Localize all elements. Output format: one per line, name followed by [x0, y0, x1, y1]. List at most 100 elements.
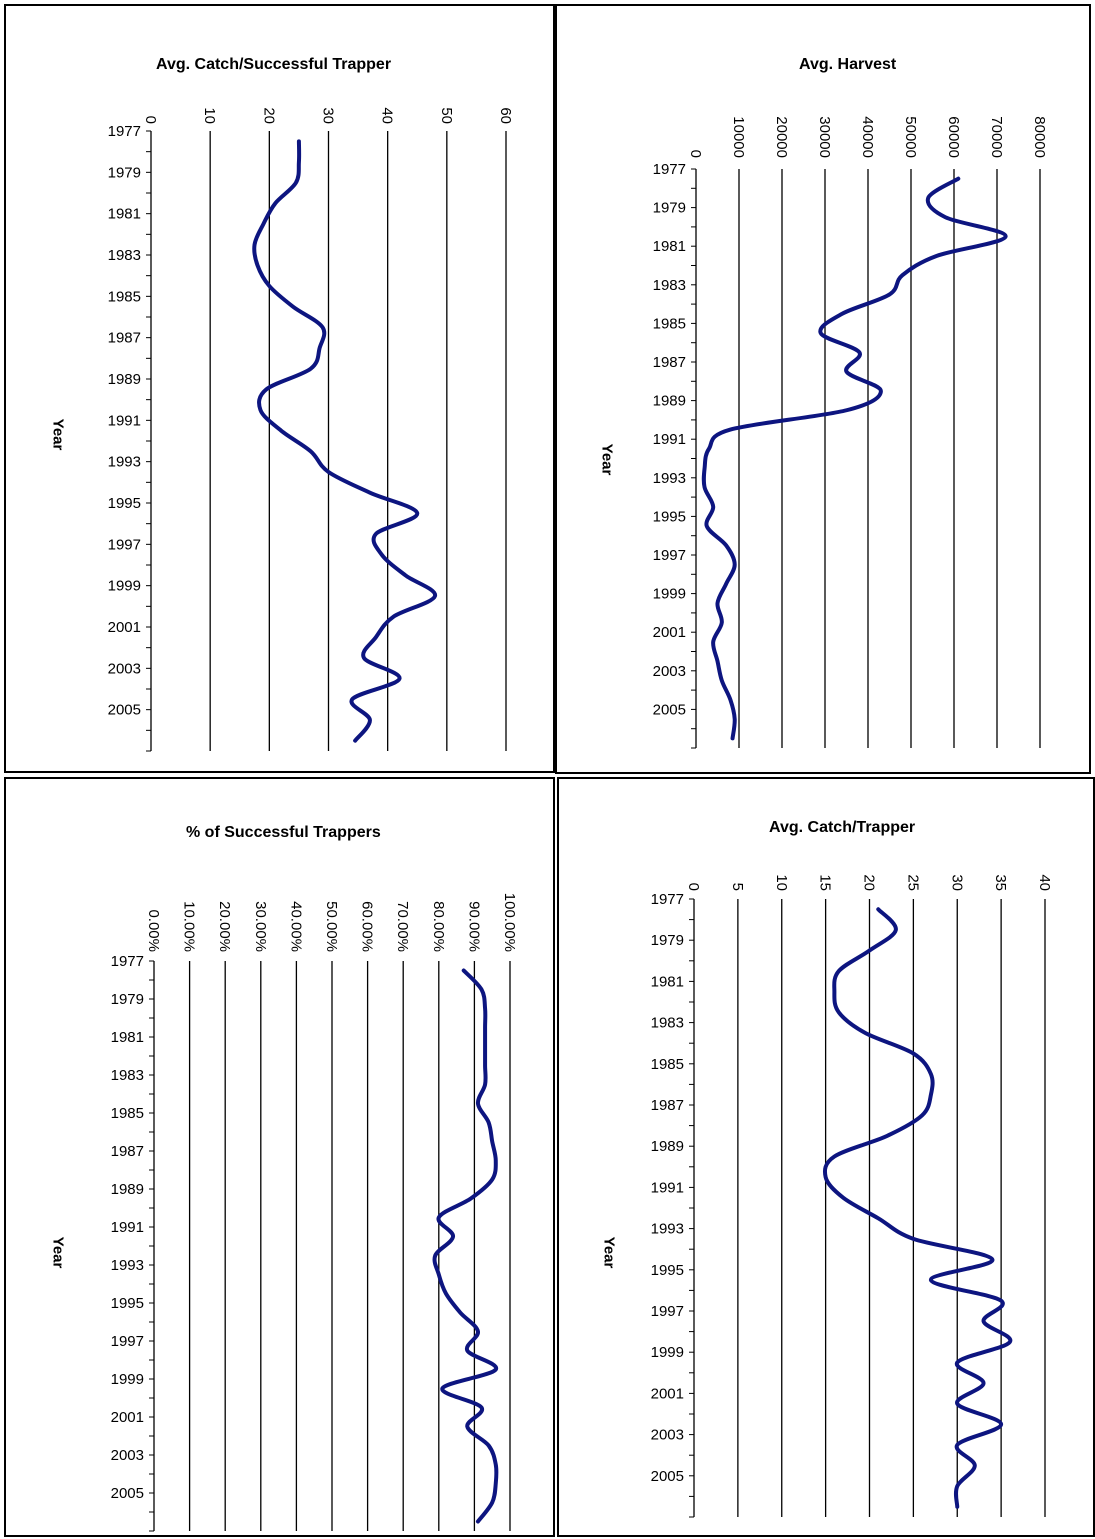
series-line	[254, 141, 435, 740]
category-tick-label: 1981	[653, 238, 686, 255]
value-tick-label: 0	[687, 150, 704, 158]
value-tick-label: 40	[1036, 874, 1053, 891]
value-tick-label: 60	[497, 107, 514, 124]
category-tick-label: 1995	[111, 1295, 144, 1312]
value-tick-label: 70000	[988, 116, 1005, 158]
value-tick-label: 35	[992, 874, 1009, 891]
chart-panel-percent-successful: % of Successful Trappers Year 0.00%10.00…	[4, 777, 555, 1537]
category-tick-label: 1987	[651, 1097, 684, 1114]
value-tick-label: 0.00%	[145, 909, 162, 952]
category-tick-label: 1985	[653, 315, 686, 332]
category-tick-label: 1977	[651, 891, 684, 908]
category-tick-label: 1991	[653, 431, 686, 448]
category-tick-label: 1989	[108, 371, 141, 388]
value-tick-label: 20	[861, 874, 878, 891]
category-tick-label: 1997	[653, 547, 686, 564]
category-tick-label: 1979	[651, 932, 684, 949]
category-tick-label: 2005	[108, 702, 141, 719]
value-tick-label: 10	[773, 874, 790, 891]
chart-plot: 0.00%10.00%20.00%30.00%40.00%50.00%60.00…	[6, 779, 557, 1539]
value-tick-label: 20	[260, 107, 277, 124]
category-tick-label: 1995	[108, 495, 141, 512]
value-tick-label: 25	[904, 874, 921, 891]
category-tick-label: 1983	[111, 1067, 144, 1084]
value-tick-label: 20.00%	[216, 901, 233, 952]
value-tick-label: 20000	[773, 116, 790, 158]
category-tick-label: 1999	[111, 1371, 144, 1388]
value-tick-label: 100.00%	[501, 893, 518, 952]
category-tick-label: 1979	[111, 991, 144, 1008]
value-tick-label: 60.00%	[359, 901, 376, 952]
category-tick-label: 1983	[651, 1015, 684, 1032]
value-tick-label: 30000	[816, 116, 833, 158]
value-tick-label: 5	[729, 883, 746, 891]
value-tick-label: 40.00%	[287, 901, 304, 952]
value-tick-label: 90.00%	[465, 901, 482, 952]
category-tick-label: 2005	[653, 701, 686, 718]
category-tick-label: 1987	[108, 330, 141, 347]
value-tick-label: 40	[379, 107, 396, 124]
category-tick-label: 1999	[653, 586, 686, 603]
category-tick-label: 1979	[653, 200, 686, 217]
category-tick-label: 1977	[111, 953, 144, 970]
category-tick-label: 1985	[651, 1056, 684, 1073]
category-tick-label: 1977	[108, 123, 141, 140]
category-tick-label: 1989	[653, 393, 686, 410]
category-tick-label: 1989	[651, 1138, 684, 1155]
value-tick-label: 10000	[730, 116, 747, 158]
category-tick-label: 1985	[111, 1105, 144, 1122]
category-tick-label: 1997	[651, 1303, 684, 1320]
category-tick-label: 2001	[111, 1409, 144, 1426]
value-tick-label: 40000	[859, 116, 876, 158]
value-tick-label: 80.00%	[430, 901, 447, 952]
category-tick-label: 2005	[651, 1468, 684, 1485]
value-tick-label: 70.00%	[394, 901, 411, 952]
category-tick-label: 1991	[108, 412, 141, 429]
category-tick-label: 1991	[651, 1179, 684, 1196]
category-tick-label: 1993	[111, 1257, 144, 1274]
category-tick-label: 2005	[111, 1485, 144, 1502]
category-tick-label: 2003	[108, 660, 141, 677]
category-tick-label: 1993	[653, 470, 686, 487]
category-tick-label: 2003	[111, 1447, 144, 1464]
category-tick-label: 2001	[653, 624, 686, 641]
value-tick-label: 10	[201, 107, 218, 124]
category-tick-label: 1997	[111, 1333, 144, 1350]
category-tick-label: 1995	[651, 1262, 684, 1279]
category-tick-label: 1989	[111, 1181, 144, 1198]
category-tick-label: 2003	[653, 663, 686, 680]
value-tick-label: 50000	[902, 116, 919, 158]
category-tick-label: 1999	[651, 1344, 684, 1361]
category-tick-label: 1981	[651, 973, 684, 990]
series-line	[435, 971, 497, 1522]
category-tick-label: 2003	[651, 1427, 684, 1444]
category-tick-label: 1979	[108, 164, 141, 181]
value-tick-label: 15	[817, 874, 834, 891]
category-tick-label: 1987	[111, 1143, 144, 1160]
category-tick-label: 2001	[651, 1385, 684, 1402]
category-tick-label: 1983	[653, 277, 686, 294]
value-tick-label: 0	[685, 883, 702, 891]
category-tick-label: 1993	[108, 454, 141, 471]
category-tick-label: 1999	[108, 578, 141, 595]
category-tick-label: 1981	[108, 206, 141, 223]
series-line	[704, 179, 1006, 739]
category-tick-label: 1991	[111, 1219, 144, 1236]
category-tick-label: 2001	[108, 619, 141, 636]
category-tick-label: 1995	[653, 508, 686, 525]
value-tick-label: 60000	[945, 116, 962, 158]
value-tick-label: 30.00%	[252, 901, 269, 952]
category-tick-label: 1981	[111, 1029, 144, 1046]
value-tick-label: 50.00%	[323, 901, 340, 952]
value-tick-label: 50	[438, 107, 455, 124]
category-tick-label: 1993	[651, 1221, 684, 1238]
category-tick-label: 1977	[653, 161, 686, 178]
series-line	[825, 909, 1010, 1506]
category-tick-label: 1997	[108, 536, 141, 553]
